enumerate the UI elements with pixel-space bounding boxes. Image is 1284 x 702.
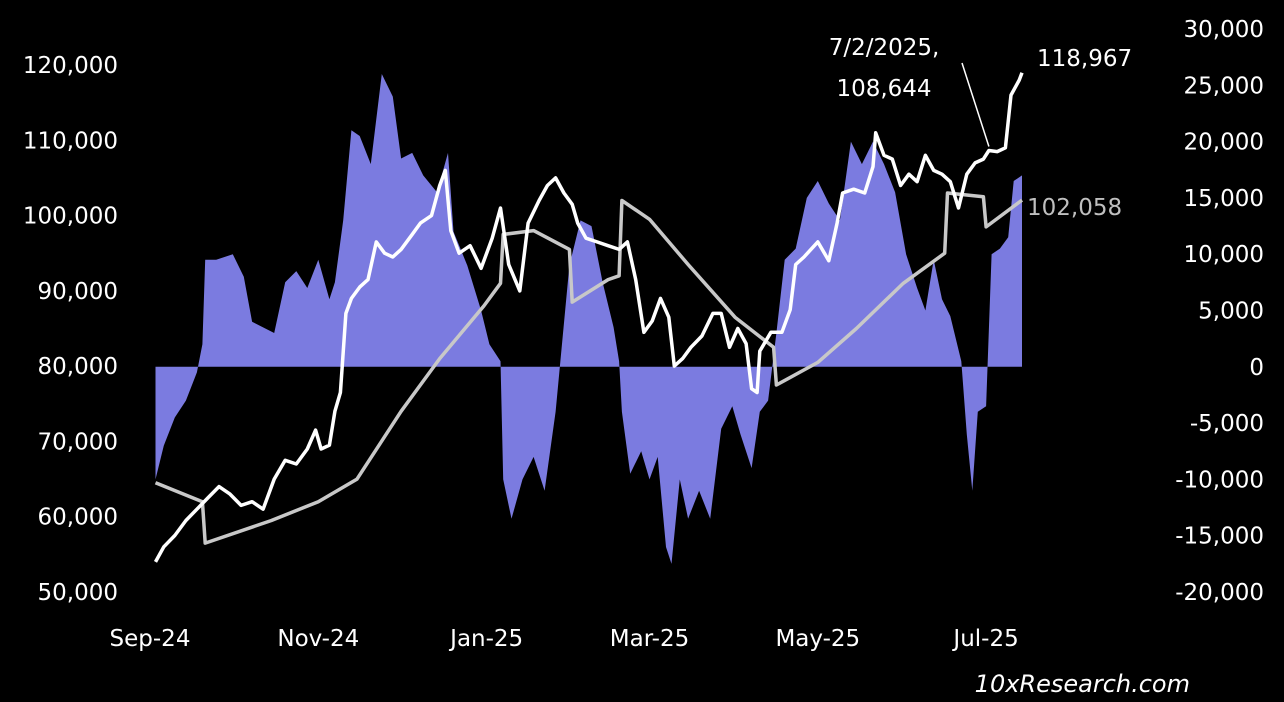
left-tick-label: 100,000 (23, 204, 118, 230)
moving-average-line (154, 191, 1024, 545)
difference-area (155, 74, 1022, 564)
right-tick-label: 15,000 (1184, 186, 1264, 212)
price-line-layer (153, 72, 1024, 563)
x-axis: Sep-24 Nov-24 Jan-25 Mar-25 May-25 Jul-25 (110, 626, 1019, 652)
right-tick-label: 30,000 (1184, 17, 1264, 43)
x-tick-label: Nov-24 (277, 626, 359, 652)
left-tick-label: 120,000 (23, 53, 118, 79)
left-tick-label: 60,000 (38, 505, 118, 531)
left-tick-label: 50,000 (38, 580, 118, 606)
annotation-layer: 7/2/2025, 108,644 118,967 102,058 (829, 35, 1132, 221)
right-tick-label: -15,000 (1175, 524, 1264, 550)
right-tick-label: 25,000 (1184, 73, 1264, 99)
left-tick-label: 80,000 (38, 354, 118, 380)
difference-area-layer (155, 74, 1022, 564)
right-tick-label: -5,000 (1190, 411, 1264, 437)
x-tick-label: Mar-25 (610, 626, 690, 652)
watermark: 10xResearch.com (975, 670, 1190, 698)
right-tick-label: -20,000 (1175, 580, 1264, 606)
x-tick-label: Jul-25 (951, 626, 1018, 652)
annotation-leader-line (961, 62, 990, 147)
right-tick-label: 20,000 (1184, 130, 1264, 156)
price-line (153, 72, 1024, 563)
annotation-last-average: 102,058 (1027, 195, 1122, 221)
annotation-date-value: 108,644 (836, 76, 931, 102)
right-tick-label: 5,000 (1198, 299, 1264, 325)
left-tick-label: 110,000 (23, 128, 118, 154)
right-y-axis: 30,000 25,000 20,000 15,000 10,000 5,000 0 -5,0… (1175, 17, 1264, 606)
annotation-last-price: 118,967 (1037, 46, 1132, 72)
right-tick-label: 10,000 (1184, 242, 1264, 268)
left-tick-label: 90,000 (38, 279, 118, 305)
right-tick-label: 0 (1249, 355, 1264, 381)
x-tick-label: Jan-25 (448, 626, 523, 652)
moving-average-layer (154, 191, 1024, 545)
annotation-date: 7/2/2025, (829, 35, 940, 61)
right-tick-label: -10,000 (1175, 467, 1264, 493)
x-tick-label: Sep-24 (110, 626, 191, 652)
x-tick-label: May-25 (775, 626, 860, 652)
left-y-axis: 120,000 110,000 100,000 90,000 80,000 70,000 6… (23, 53, 118, 606)
left-tick-label: 70,000 (38, 429, 118, 455)
